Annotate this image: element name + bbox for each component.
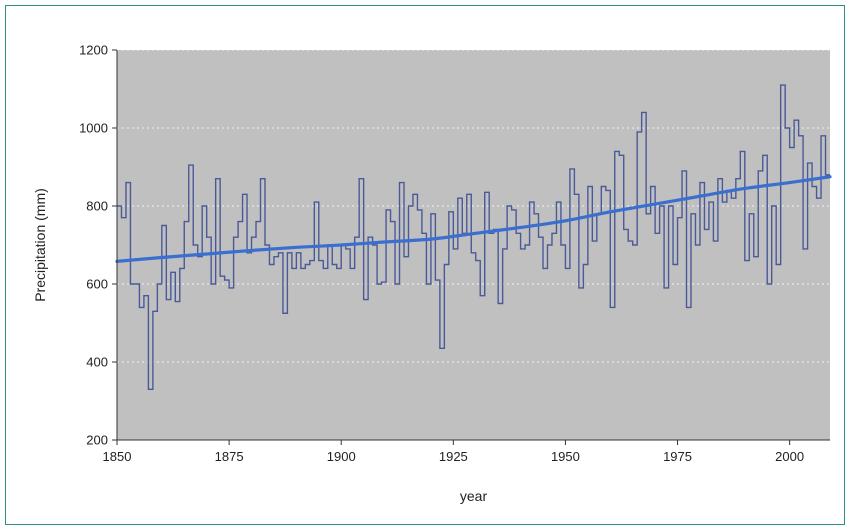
x-tick-label: 1900 (327, 449, 356, 464)
y-tick-label: 400 (86, 355, 108, 370)
x-axis-title: year (460, 488, 488, 504)
y-axis-ticks: 200 400 600 800 1000 1200 (79, 43, 117, 448)
y-tick-label: 800 (86, 199, 108, 214)
y-axis-title: Precipitation (mm) (32, 188, 48, 302)
x-axis-ticks: 1850 1875 1900 1925 1950 1975 2000 (103, 440, 804, 464)
y-tick-label: 600 (86, 277, 108, 292)
y-tick-label: 1000 (79, 121, 108, 136)
x-tick-label: 1925 (439, 449, 468, 464)
precipitation-chart: 200 400 600 800 1000 1200 1850 1875 1900 1925 195… (32, 43, 832, 504)
y-tick-label: 1200 (79, 43, 108, 58)
trend-line-series (115, 175, 832, 263)
gridlines (117, 49, 830, 363)
plot-area (117, 50, 830, 440)
annual-precipitation-series (117, 84, 830, 390)
y-tick-label: 200 (86, 433, 108, 448)
x-tick-label: 2000 (775, 449, 804, 464)
x-tick-label: 1875 (215, 449, 244, 464)
x-tick-label: 1975 (663, 449, 692, 464)
x-tick-label: 1850 (103, 449, 132, 464)
x-tick-label: 1950 (551, 449, 580, 464)
